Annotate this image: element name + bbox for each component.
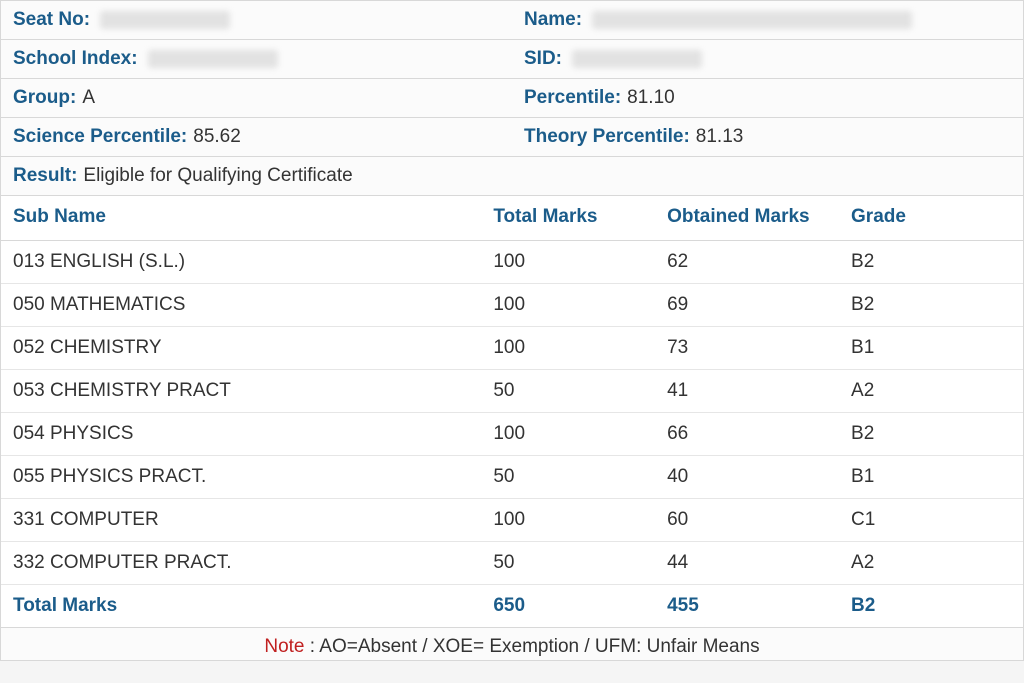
seat-no-label: Seat No:	[13, 9, 90, 31]
sid-label: SID:	[524, 48, 562, 70]
table-row: 013 ENGLISH (S.L.)10062B2	[1, 241, 1023, 284]
cell-obtained: 73	[655, 327, 839, 370]
sid-cell: SID:	[512, 40, 1023, 79]
science-percentile-cell: Science Percentile: 85.62	[1, 118, 512, 157]
name-label: Name:	[524, 9, 582, 31]
marks-table: Sub Name Total Marks Obtained Marks Grad…	[1, 196, 1023, 628]
cell-sub: 055 PHYSICS PRACT.	[1, 456, 481, 499]
note-label: Note	[264, 636, 304, 657]
group-cell: Group: A	[1, 79, 512, 118]
cell-total: 50	[481, 542, 655, 585]
table-row: 052 CHEMISTRY10073B1	[1, 327, 1023, 370]
table-row: 054 PHYSICS10066B2	[1, 413, 1023, 456]
cell-total: 50	[481, 370, 655, 413]
cell-sub: 054 PHYSICS	[1, 413, 481, 456]
group-label: Group:	[13, 87, 76, 109]
col-total-marks: Total Marks	[481, 196, 655, 241]
cell-grade: B2	[839, 241, 1023, 284]
total-cell-label: Total Marks	[1, 585, 481, 628]
cell-obtained: 66	[655, 413, 839, 456]
cell-grade: B2	[839, 413, 1023, 456]
sid-value	[572, 50, 702, 68]
col-grade: Grade	[839, 196, 1023, 241]
table-row: 050 MATHEMATICS10069B2	[1, 284, 1023, 327]
school-index-cell: School Index:	[1, 40, 512, 79]
result-value: Eligible for Qualifying Certificate	[83, 165, 352, 187]
cell-sub: 013 ENGLISH (S.L.)	[1, 241, 481, 284]
cell-obtained: 62	[655, 241, 839, 284]
cell-total: 100	[481, 327, 655, 370]
name-value	[592, 11, 912, 29]
total-cell-total: 650	[481, 585, 655, 628]
cell-total: 100	[481, 284, 655, 327]
result-cell: Result: Eligible for Qualifying Certific…	[1, 157, 1023, 196]
cell-sub: 331 COMPUTER	[1, 499, 481, 542]
percentile-value: 81.10	[627, 87, 675, 109]
cell-grade: A2	[839, 370, 1023, 413]
percentile-cell: Percentile: 81.10	[512, 79, 1023, 118]
col-sub-name: Sub Name	[1, 196, 481, 241]
cell-total: 100	[481, 499, 655, 542]
note-text: : AO=Absent / XOE= Exemption / UFM: Unfa…	[305, 636, 760, 657]
col-obtained-marks: Obtained Marks	[655, 196, 839, 241]
seat-no-value	[100, 11, 230, 29]
seat-no-cell: Seat No:	[1, 1, 512, 40]
total-cell-obtained: 455	[655, 585, 839, 628]
cell-sub: 332 COMPUTER PRACT.	[1, 542, 481, 585]
theory-percentile-label: Theory Percentile:	[524, 126, 690, 148]
result-sheet: Seat No: Name: School Index: SID: Group:…	[0, 0, 1024, 661]
cell-grade: A2	[839, 542, 1023, 585]
cell-grade: C1	[839, 499, 1023, 542]
table-row: 053 CHEMISTRY PRACT5041A2	[1, 370, 1023, 413]
table-row: 331 COMPUTER10060C1	[1, 499, 1023, 542]
cell-grade: B1	[839, 456, 1023, 499]
total-row: Total Marks650455B2	[1, 585, 1023, 628]
cell-total: 100	[481, 413, 655, 456]
name-cell: Name:	[512, 1, 1023, 40]
cell-total: 100	[481, 241, 655, 284]
cell-grade: B1	[839, 327, 1023, 370]
school-index-label: School Index:	[13, 48, 138, 70]
group-value: A	[82, 87, 95, 109]
cell-obtained: 69	[655, 284, 839, 327]
cell-total: 50	[481, 456, 655, 499]
table-row: 055 PHYSICS PRACT.5040B1	[1, 456, 1023, 499]
science-percentile-label: Science Percentile:	[13, 126, 187, 148]
cell-sub: 052 CHEMISTRY	[1, 327, 481, 370]
cell-sub: 053 CHEMISTRY PRACT	[1, 370, 481, 413]
result-label: Result:	[13, 165, 77, 187]
theory-percentile-cell: Theory Percentile: 81.13	[512, 118, 1023, 157]
total-cell-grade: B2	[839, 585, 1023, 628]
school-index-value	[148, 50, 278, 68]
student-info-grid: Seat No: Name: School Index: SID: Group:…	[1, 1, 1023, 196]
cell-obtained: 40	[655, 456, 839, 499]
cell-obtained: 41	[655, 370, 839, 413]
table-row: 332 COMPUTER PRACT.5044A2	[1, 542, 1023, 585]
cell-sub: 050 MATHEMATICS	[1, 284, 481, 327]
science-percentile-value: 85.62	[193, 126, 241, 148]
theory-percentile-value: 81.13	[696, 126, 744, 148]
marks-tbody: 013 ENGLISH (S.L.)10062B2050 MATHEMATICS…	[1, 241, 1023, 628]
cell-obtained: 60	[655, 499, 839, 542]
percentile-label: Percentile:	[524, 87, 621, 109]
cell-grade: B2	[839, 284, 1023, 327]
note-row: Note : AO=Absent / XOE= Exemption / UFM:…	[1, 628, 1023, 660]
marks-header-row: Sub Name Total Marks Obtained Marks Grad…	[1, 196, 1023, 241]
cell-obtained: 44	[655, 542, 839, 585]
